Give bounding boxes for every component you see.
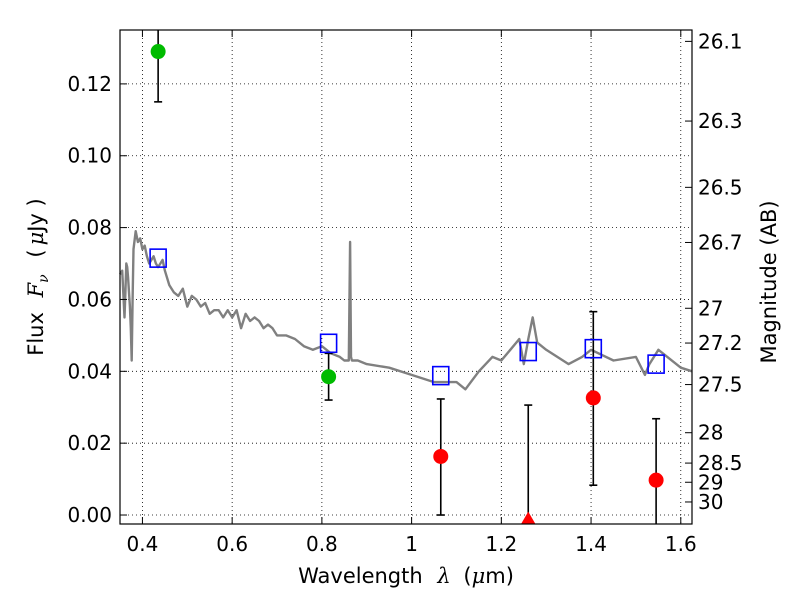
nondetection-point bbox=[585, 390, 601, 406]
nondetection-point bbox=[433, 448, 449, 464]
y-axis-label-symbol: F bbox=[24, 281, 48, 298]
plot-series bbox=[118, 30, 693, 524]
mag-tick-label: 28.5 bbox=[698, 451, 743, 475]
nondetection-point bbox=[648, 472, 664, 488]
magnitude-axis-label: Magnitude (AB) bbox=[757, 200, 781, 363]
x-axis-label-text: Wavelength bbox=[298, 564, 423, 588]
mag-tick-label: 28 bbox=[698, 421, 723, 445]
mag-tick-label: 26.1 bbox=[698, 29, 743, 53]
model-photometry-square bbox=[431, 365, 450, 386]
x-axis-label: Wavelength λ (μm) bbox=[298, 564, 514, 588]
model-photometry-square bbox=[519, 341, 538, 362]
x-tick-label: 0.8 bbox=[306, 532, 338, 556]
y-axis-label-unit-open: ( bbox=[24, 249, 48, 257]
mag-tick-label: 26.7 bbox=[698, 230, 743, 254]
mag-tick-label: 26.5 bbox=[698, 175, 743, 199]
y-tick-label: 0.06 bbox=[67, 287, 112, 311]
y-tick-label: 0.00 bbox=[67, 503, 112, 527]
x-tick-label: 1.2 bbox=[485, 532, 517, 556]
mag-tick-label: 26.3 bbox=[698, 109, 743, 133]
model-photometry-square bbox=[149, 248, 167, 268]
x-tick-label: 1.6 bbox=[665, 532, 697, 556]
x-axis-label-unit-mu: μ bbox=[472, 564, 486, 588]
negative-flux-marker bbox=[521, 511, 536, 524]
y-tick-label: 0.10 bbox=[67, 144, 112, 168]
y-tick-label: 0.02 bbox=[67, 431, 112, 455]
y-tick-label: 0.12 bbox=[67, 72, 112, 96]
grid bbox=[120, 30, 692, 524]
detection-point bbox=[321, 369, 337, 385]
x-axis-label-unit-open: ( bbox=[463, 564, 471, 588]
y-axis-label-sub: ν bbox=[36, 274, 52, 283]
y-tick-label: 0.08 bbox=[67, 216, 112, 240]
y-axis-label: Flux Fν ( μJy ) bbox=[24, 198, 53, 355]
mag-tick-label: 27 bbox=[698, 296, 723, 320]
y-axis-label-unit-rest: Jy ) bbox=[24, 198, 48, 234]
model-photometry-square bbox=[647, 354, 665, 374]
x-tick-label: 0.6 bbox=[216, 532, 248, 556]
x-tick-label: 1.4 bbox=[575, 532, 607, 556]
model-photometry-square bbox=[319, 333, 338, 354]
mag-tick-label: 30 bbox=[698, 490, 723, 514]
model-spectrum-line bbox=[118, 230, 693, 391]
mag-tick-label: 27.2 bbox=[698, 331, 743, 355]
detection-point bbox=[150, 44, 166, 60]
y-axis-label-unit-mu: μ bbox=[24, 232, 48, 246]
x-axis-label-symbol: λ bbox=[436, 564, 450, 588]
x-tick-label: 0.4 bbox=[127, 532, 159, 556]
y-tick-label: 0.04 bbox=[67, 359, 112, 383]
x-tick-label: 1 bbox=[405, 532, 418, 556]
x-axis-label-unit-rest: m) bbox=[485, 564, 514, 588]
mag-tick-label: 27.5 bbox=[698, 373, 743, 397]
model-photometry-square bbox=[584, 338, 603, 359]
mag-tick-label: 29 bbox=[698, 470, 723, 494]
y-axis-label-text: Flux bbox=[24, 312, 48, 356]
plot-frame bbox=[119, 29, 693, 525]
axis-ticks: 0.4 0.6 0.8 1 1.2 1.4 1.6 0.00 0.02 0.04 0.06 0.08 0… bbox=[67, 29, 742, 556]
